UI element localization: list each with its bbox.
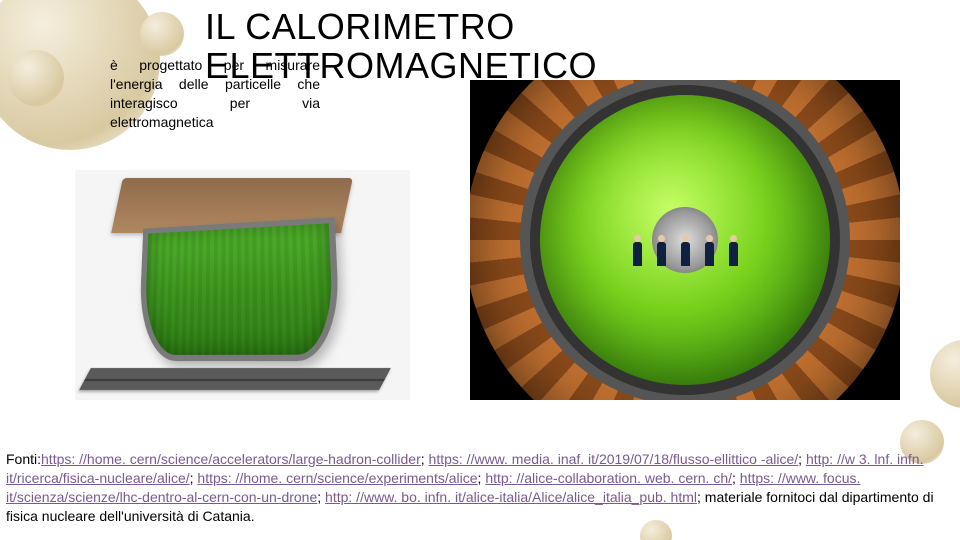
source-link[interactable]: http: //www. bo. infn. it/alice-italia/A… <box>325 489 697 505</box>
source-link[interactable]: https: //www. media. inaf. it/2019/07/18… <box>429 451 799 467</box>
source-link[interactable]: http: //alice-collaboration. web. cern. … <box>485 470 732 486</box>
sources-block: Fonti:https: //home. cern/science/accele… <box>6 450 954 526</box>
calorimeter-wedge-render <box>75 170 410 400</box>
people-silhouettes <box>625 236 745 266</box>
decorative-bubble <box>140 12 184 56</box>
source-separator: ; <box>421 451 429 467</box>
sources-label: Fonti: <box>6 451 41 467</box>
source-link[interactable]: https: //home. cern/science/accelerators… <box>41 451 421 467</box>
support-rail <box>79 368 391 390</box>
detector-photo <box>470 80 900 400</box>
title-line-1: IL CALORIMETRO <box>205 6 515 47</box>
source-separator: ; <box>798 451 806 467</box>
description-paragraph: è progettato per misurare l'energia dell… <box>110 56 320 132</box>
source-separator: ; <box>732 470 740 486</box>
decorative-bubble <box>930 340 960 408</box>
source-link[interactable]: https: //home. cern/science/experiments/… <box>197 470 477 486</box>
source-separator: ; <box>317 489 325 505</box>
wedge-green-body <box>138 217 342 361</box>
decorative-bubble <box>8 50 64 106</box>
